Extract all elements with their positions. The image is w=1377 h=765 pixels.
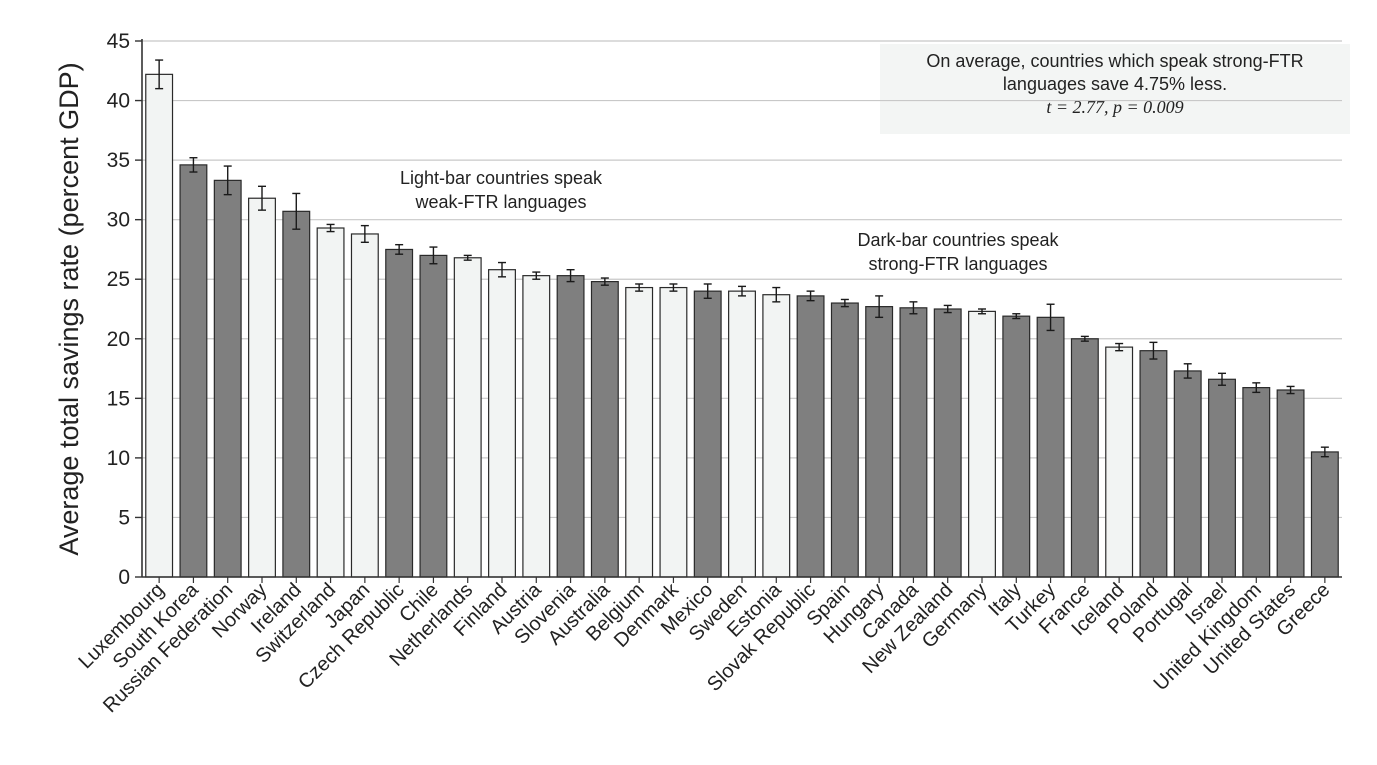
bar: [179, 164, 208, 578]
bar: [1276, 389, 1305, 578]
bar: [796, 295, 825, 578]
annotation-light-line-2: weak-FTR languages: [414, 192, 586, 212]
bar: [1310, 451, 1339, 578]
bar: [968, 310, 996, 578]
bar: [659, 286, 688, 578]
bar: [1242, 387, 1271, 578]
stat-annotation: On average, countries which speak strong…: [880, 50, 1350, 119]
y-tick-label: 15: [107, 387, 130, 410]
annotation-dark-line-1: Dark-bar countries speak: [857, 230, 1059, 250]
bar: [488, 269, 516, 578]
bar: [350, 233, 379, 578]
bar: [453, 257, 482, 578]
bar: [933, 308, 962, 578]
bar: [385, 248, 414, 578]
bars: [145, 73, 1339, 578]
bar: [762, 294, 791, 578]
y-axis-label: Average total savings rate (percent GDP): [54, 62, 84, 555]
y-tick-label: 40: [107, 90, 130, 113]
bar: [1173, 370, 1202, 578]
stat-line-2: languages save 4.75% less.: [1002, 74, 1228, 94]
bar: [865, 306, 894, 578]
bar: [693, 290, 722, 578]
bar: [316, 227, 345, 578]
bar: [728, 290, 756, 578]
axes: [135, 39, 1342, 583]
y-tick-label: 5: [118, 506, 130, 529]
y-tick-label: 0: [118, 566, 130, 589]
bar: [1036, 316, 1065, 578]
bar: [282, 210, 311, 578]
y-tick-label: 45: [107, 30, 130, 53]
bar: [556, 275, 585, 578]
bar: [1070, 338, 1099, 578]
bar: [590, 281, 619, 578]
stat-line-3: t = 2.77, p = 0.009: [1046, 97, 1184, 117]
bar: [1208, 378, 1236, 578]
bar: [213, 179, 242, 578]
bar: [522, 275, 551, 578]
bar: [830, 302, 859, 578]
bar: [419, 254, 448, 578]
bar: [248, 197, 276, 578]
bar: [1105, 346, 1134, 578]
y-tick-label: 25: [107, 268, 130, 291]
bar: [899, 307, 928, 578]
stat-box: [880, 44, 1350, 134]
bar: [145, 73, 174, 578]
bar: [625, 286, 654, 578]
error-bars: [155, 59, 1329, 458]
y-tick-label: 35: [107, 149, 130, 172]
annotation-dark-line-2: strong-FTR languages: [868, 254, 1047, 274]
bar: [1139, 350, 1168, 578]
y-tick-label: 10: [107, 447, 130, 470]
y-tick-label: 30: [107, 209, 130, 232]
bar: [1002, 315, 1031, 578]
y-tick-label: 20: [107, 328, 130, 351]
annotation-light-line-1: Light-bar countries speak: [400, 168, 603, 188]
stat-line-1: On average, countries which speak strong…: [926, 51, 1304, 71]
